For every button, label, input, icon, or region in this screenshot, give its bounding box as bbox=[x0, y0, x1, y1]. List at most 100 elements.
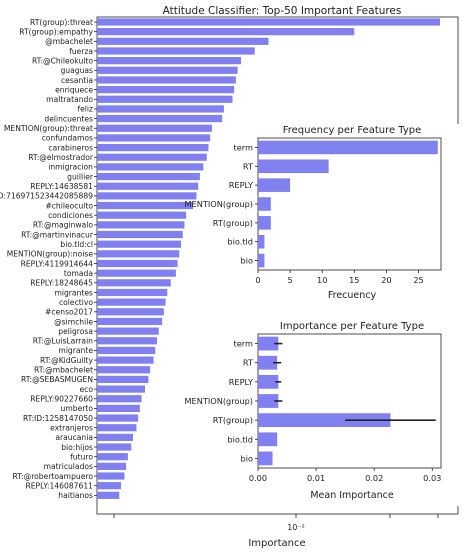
frequency-inset: Frequency per Feature Type term RT REPLY ME… bbox=[184, 124, 461, 324]
freq-y-tick-label: RT bbox=[243, 161, 254, 171]
importance-inset-y-labels: term RT REPLY MENTION(group) RT(group) bio.tl… bbox=[184, 339, 258, 463]
main-chart-title: Attitude Classifier: Top-50 Important Fe… bbox=[163, 5, 402, 17]
freq-y-tick-label: MENTION(group) bbox=[184, 199, 253, 209]
main-y-tick-label: REPLY:18248645 bbox=[30, 279, 93, 288]
main-bar bbox=[97, 47, 255, 55]
frequency-inset-x-ticks: 0 5 10 15 20 25 bbox=[255, 270, 424, 285]
main-bar bbox=[97, 201, 194, 210]
imp-bar bbox=[258, 432, 278, 447]
main-bar bbox=[97, 337, 158, 345]
main-y-tick-label: @simchile bbox=[54, 317, 93, 326]
imp-y-tick-label: RT(group) bbox=[213, 415, 253, 425]
imp-bar bbox=[258, 374, 279, 389]
main-y-tick-label: araucania bbox=[55, 433, 93, 442]
main-y-tick-label: RT:@maginwalo bbox=[33, 221, 93, 230]
main-bar bbox=[97, 346, 156, 355]
imp-x-tick-label: 0.02 bbox=[365, 473, 383, 483]
main-y-tick-label: bio.tld:cl bbox=[60, 240, 93, 249]
main-bar bbox=[97, 404, 140, 412]
main-bar bbox=[97, 153, 207, 161]
main-bar bbox=[97, 105, 224, 113]
frequency-inset-title: Frequency per Feature Type bbox=[283, 125, 422, 136]
main-bar bbox=[97, 356, 154, 364]
main-bar bbox=[97, 28, 355, 36]
main-y-tick-label: RT:@KidGuilty bbox=[40, 356, 93, 365]
main-y-tick-label: fuerza bbox=[69, 47, 93, 56]
main-bar bbox=[97, 491, 120, 499]
freq-bar bbox=[258, 159, 329, 174]
main-bar bbox=[97, 240, 182, 248]
main-bar bbox=[97, 433, 134, 441]
main-y-tick-label: MENTION(group):noise bbox=[7, 250, 94, 259]
main-bar bbox=[97, 115, 223, 123]
main-y-tick-label: peligrosa bbox=[58, 327, 93, 336]
main-bar bbox=[97, 298, 166, 306]
main-bar bbox=[97, 163, 204, 171]
main-bar bbox=[97, 182, 199, 190]
main-y-tick-label: REPLY:4119914644 bbox=[21, 259, 94, 268]
imp-bar bbox=[258, 355, 278, 370]
importance-inset: Importance per Feature Type term RT REPLY M… bbox=[184, 316, 461, 506]
imp-bar bbox=[258, 413, 391, 428]
main-y-tick-label: REPLY:14638581 bbox=[30, 182, 93, 191]
main-y-tick-label: cesantia bbox=[61, 76, 93, 85]
main-bar bbox=[97, 482, 122, 490]
main-bar bbox=[97, 124, 212, 132]
importance-inset-error-bars bbox=[273, 342, 436, 421]
main-y-tick-label: colectivo bbox=[59, 298, 93, 307]
main-chart-y-labels: RT(group):threatRT(group):empathy@mbache… bbox=[0, 18, 97, 500]
imp-y-tick-label: term bbox=[234, 339, 253, 349]
freq-bar bbox=[258, 178, 291, 192]
main-bar bbox=[97, 86, 235, 94]
freq-x-tick-label: 15 bbox=[349, 275, 359, 285]
main-y-tick-label: maltratando bbox=[46, 95, 93, 104]
main-bar bbox=[97, 327, 159, 335]
freq-x-tick-label: 25 bbox=[413, 275, 423, 285]
main-bar bbox=[97, 66, 238, 74]
imp-y-tick-label: RT bbox=[243, 358, 254, 368]
main-bar bbox=[97, 317, 163, 326]
main-bar bbox=[97, 414, 139, 422]
freq-x-tick-label: 20 bbox=[381, 275, 391, 285]
imp-y-tick-label: bio.tld bbox=[227, 434, 253, 444]
main-bar bbox=[97, 462, 127, 470]
main-y-tick-label: delincuentes bbox=[44, 114, 93, 123]
imp-bar bbox=[258, 336, 279, 351]
main-y-tick-label: carabineros bbox=[48, 143, 93, 152]
main-y-tick-label: RT:@martinvinacur bbox=[21, 230, 94, 239]
main-bar bbox=[97, 95, 233, 103]
frequency-inset-x-axis-label: Frecuency bbox=[328, 290, 377, 301]
imp-x-tick-label: 0.01 bbox=[307, 473, 325, 483]
main-y-tick-label: eco bbox=[80, 385, 94, 394]
main-y-tick-label: tomada bbox=[64, 269, 93, 278]
freq-y-tick-label: bio.tld bbox=[227, 237, 253, 247]
main-y-tick-label: RT:@robertoampuero bbox=[13, 472, 94, 481]
main-bar bbox=[97, 230, 183, 239]
importance-inset-title: Importance per Feature Type bbox=[280, 321, 424, 332]
main-bar bbox=[97, 288, 168, 297]
main-y-tick-label: RT:@SEBASMUGEN bbox=[21, 375, 93, 384]
imp-x-tick-label: 0.03 bbox=[423, 473, 441, 483]
main-chart-bars bbox=[97, 18, 440, 499]
main-bar bbox=[97, 76, 236, 84]
imp-y-tick-label: REPLY bbox=[229, 377, 254, 387]
imp-bar bbox=[258, 394, 279, 408]
imp-x-tick-label: 0.00 bbox=[249, 473, 267, 483]
main-bar bbox=[97, 424, 137, 432]
main-y-tick-label: RT(group):empathy bbox=[19, 27, 93, 36]
main-y-tick-label: feliz bbox=[77, 105, 93, 114]
main-bar bbox=[97, 269, 176, 277]
freq-y-tick-label: RT(group) bbox=[213, 218, 253, 228]
freq-bar bbox=[258, 140, 438, 155]
main-bar bbox=[97, 18, 440, 26]
main-bar bbox=[97, 192, 197, 200]
frequency-inset-bars bbox=[258, 140, 438, 268]
main-y-tick-label: guaguas bbox=[60, 66, 93, 75]
main-bar bbox=[97, 279, 171, 287]
freq-y-tick-label: bio bbox=[241, 256, 253, 266]
main-y-tick-label: matriculados bbox=[44, 462, 93, 471]
main-y-tick-label: RT:ID:716971523442085889 bbox=[0, 192, 93, 201]
main-bar bbox=[97, 385, 146, 393]
main-chart: Attitude Classifier: Top-50 Important Fe… bbox=[0, 5, 459, 549]
